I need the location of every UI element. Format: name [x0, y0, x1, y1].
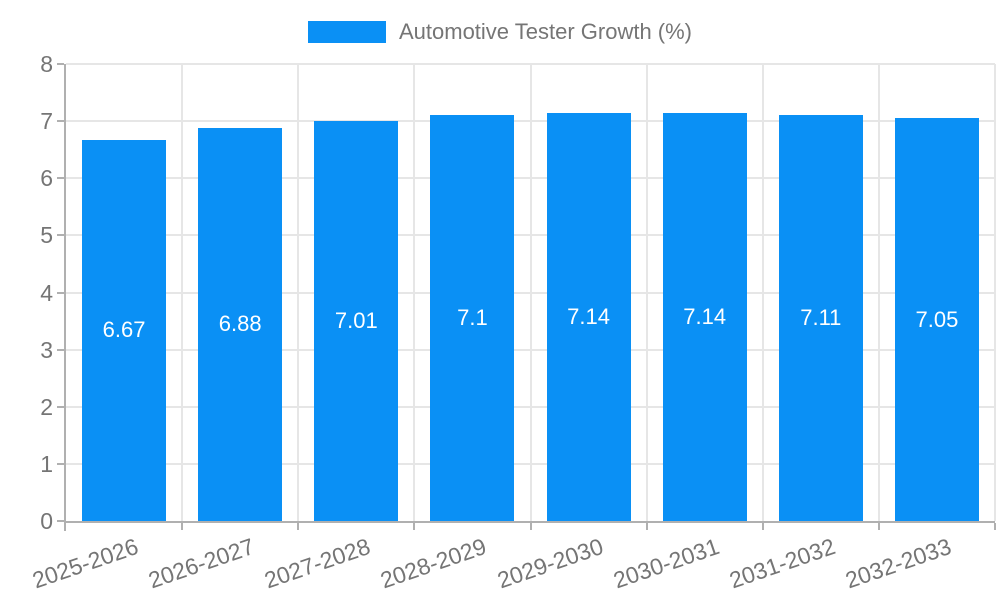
- legend-color-swatch: [307, 21, 386, 43]
- bar: [894, 118, 979, 521]
- gridline-vertical: [761, 64, 764, 521]
- y-axis-tick: [57, 120, 64, 123]
- gridline-vertical: [413, 64, 416, 521]
- bar-value-label: 7.01: [334, 307, 378, 333]
- x-axis-tick-label: 2030-2031: [609, 533, 723, 594]
- bar: [82, 139, 167, 521]
- bar: [778, 114, 863, 521]
- chart-legend: Automotive Tester Growth (%): [0, 19, 1000, 45]
- x-axis-tick: [297, 523, 300, 530]
- bar: [546, 113, 631, 521]
- x-axis-tick: [413, 523, 416, 530]
- y-axis-tick: [57, 234, 64, 237]
- y-axis-tick: [57, 63, 64, 65]
- y-axis-tick: [57, 177, 64, 180]
- x-axis-line: [64, 521, 995, 523]
- gridline-vertical: [645, 64, 648, 521]
- x-axis-tick: [761, 523, 764, 530]
- y-axis-tick-label: 1: [40, 450, 53, 477]
- legend-label: Automotive Tester Growth (%): [398, 19, 693, 44]
- bar: [314, 120, 399, 521]
- gridline-vertical: [529, 64, 532, 521]
- bar: [430, 115, 515, 521]
- x-axis-tick-label: 2031-2032: [725, 533, 839, 594]
- gridline-vertical: [297, 64, 300, 521]
- x-axis-tick-label: 2025-2026: [29, 533, 142, 594]
- x-axis-tick: [181, 523, 184, 530]
- x-axis-tick-label: 2027-2028: [261, 533, 374, 594]
- y-axis-line: [64, 64, 66, 531]
- bar-value-label: 7.1: [457, 305, 488, 331]
- y-axis-tick-label: 0: [40, 508, 53, 534]
- x-axis-tick-label: 2032-2033: [841, 533, 955, 594]
- y-axis-tick: [57, 348, 64, 351]
- x-axis-tick: [645, 523, 648, 530]
- x-axis-tick-label: 2029-2030: [493, 533, 607, 594]
- y-axis-tick: [57, 462, 64, 465]
- bar-value-label: 6.88: [218, 311, 262, 337]
- gridline-vertical: [877, 64, 880, 521]
- bar-value-label: 7.05: [915, 306, 959, 332]
- y-axis-tick-label: 4: [40, 279, 53, 306]
- y-axis-tick-label: 5: [40, 222, 53, 249]
- x-axis-tick: [877, 523, 880, 530]
- bar-value-label: 7.14: [567, 304, 610, 330]
- y-axis-tick: [57, 291, 64, 294]
- y-axis-tick-label: 2: [40, 393, 53, 420]
- x-axis-tick-label: 2026-2027: [145, 533, 258, 594]
- bar: [198, 127, 283, 521]
- y-axis-tick-label: 7: [40, 108, 53, 135]
- y-axis-tick: [57, 405, 64, 408]
- y-axis-tick-label: 6: [40, 165, 53, 192]
- gridline-vertical: [994, 64, 996, 521]
- bar-value-label: 7.14: [683, 304, 727, 330]
- x-axis-tick: [994, 523, 996, 530]
- y-axis-tick-label: 8: [40, 51, 53, 77]
- bar-value-label: 7.11: [800, 304, 842, 330]
- y-axis-tick-label: 3: [40, 336, 53, 363]
- x-axis-tick-label: 2028-2029: [377, 533, 490, 594]
- y-axis-tick: [57, 520, 64, 522]
- bar-value-label: 6.67: [102, 317, 146, 343]
- gridline-vertical: [181, 64, 184, 521]
- bar: [662, 113, 747, 521]
- x-axis-tick: [529, 523, 532, 530]
